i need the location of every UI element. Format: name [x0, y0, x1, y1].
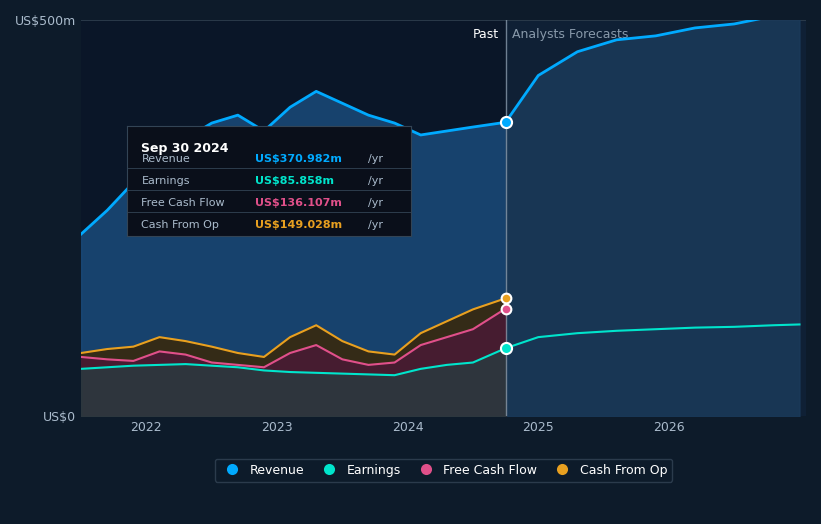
- Text: US$85.858m: US$85.858m: [255, 177, 333, 187]
- Text: /yr: /yr: [368, 177, 383, 187]
- Text: Sep 30 2024: Sep 30 2024: [141, 142, 229, 155]
- Text: Free Cash Flow: Free Cash Flow: [141, 199, 225, 209]
- Text: Cash From Op: Cash From Op: [141, 221, 219, 231]
- Text: Earnings: Earnings: [141, 177, 190, 187]
- Text: US$149.028m: US$149.028m: [255, 221, 342, 231]
- Text: /yr: /yr: [368, 221, 383, 231]
- Text: US$136.107m: US$136.107m: [255, 199, 342, 209]
- Text: US$370.982m: US$370.982m: [255, 155, 342, 165]
- Bar: [81, 20, 506, 417]
- Bar: [506, 20, 813, 417]
- Text: /yr: /yr: [368, 155, 383, 165]
- Text: Analysts Forecasts: Analysts Forecasts: [512, 28, 629, 41]
- Text: Past: Past: [473, 28, 499, 41]
- Text: Revenue: Revenue: [141, 155, 190, 165]
- Legend: Revenue, Earnings, Free Cash Flow, Cash From Op: Revenue, Earnings, Free Cash Flow, Cash …: [214, 458, 672, 482]
- Text: /yr: /yr: [368, 199, 383, 209]
